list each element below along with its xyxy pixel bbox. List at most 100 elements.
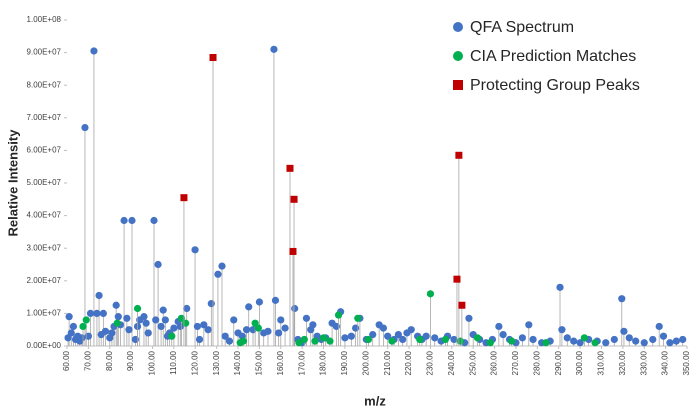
y-tick-label: 5.00E+07 — [27, 178, 62, 187]
point — [291, 304, 299, 313]
point — [591, 339, 599, 347]
point — [79, 322, 87, 331]
point — [133, 304, 142, 313]
point — [309, 321, 317, 329]
point — [300, 335, 308, 344]
point — [456, 337, 464, 345]
point — [518, 334, 526, 342]
x-axis-title: m/z — [364, 393, 386, 408]
x-tick-label: 120.00 — [190, 350, 199, 375]
point — [347, 332, 355, 340]
point — [422, 332, 430, 340]
point — [556, 283, 564, 291]
y-tick-label: 0.00E+00 — [27, 341, 62, 350]
x-tick-label: 70.00 — [83, 350, 92, 371]
y-tick-label: 8.00E+07 — [27, 80, 62, 89]
point — [161, 316, 169, 324]
point — [200, 321, 208, 329]
point — [640, 339, 648, 347]
point — [180, 194, 188, 202]
point — [191, 246, 199, 254]
point — [290, 195, 298, 203]
point — [177, 314, 185, 322]
y-tick-label: 2.00E+07 — [27, 276, 62, 285]
x-tick-label: 90.00 — [126, 350, 135, 371]
x-tick-label: 200.00 — [361, 350, 370, 375]
point — [65, 313, 73, 321]
y-tick-label: 3.00E+07 — [27, 243, 62, 252]
legend-marker — [453, 51, 463, 61]
y-tick-label: 1.00E+07 — [27, 309, 62, 318]
point — [379, 324, 388, 332]
y-tick-label: 7.00E+07 — [27, 113, 62, 122]
legend-marker — [453, 22, 463, 32]
point — [225, 337, 234, 345]
point — [93, 309, 101, 317]
point — [416, 335, 424, 344]
point — [204, 326, 212, 334]
point — [558, 326, 566, 334]
point — [108, 329, 116, 337]
x-tick-label: 180.00 — [319, 350, 328, 375]
x-tick-label: 210.00 — [383, 350, 392, 375]
y-tick-label: 6.00E+07 — [27, 146, 62, 155]
point — [154, 260, 162, 269]
point — [271, 296, 280, 304]
point — [499, 330, 507, 339]
point — [114, 313, 122, 321]
point — [95, 291, 103, 300]
point — [341, 334, 349, 342]
point — [218, 262, 226, 270]
point — [239, 337, 247, 345]
point — [125, 326, 133, 334]
point — [326, 337, 334, 345]
point — [120, 216, 128, 225]
point — [214, 270, 222, 278]
x-tick-label: 140.00 — [233, 350, 242, 375]
point — [458, 301, 466, 309]
point — [311, 337, 319, 345]
x-tick-label: 330.00 — [639, 350, 648, 375]
point — [264, 327, 272, 335]
point — [384, 332, 392, 340]
point — [302, 314, 311, 322]
point — [407, 326, 415, 334]
point — [159, 306, 167, 314]
point — [465, 314, 473, 322]
x-tick-label: 190.00 — [340, 350, 349, 375]
point — [655, 322, 663, 331]
point — [486, 339, 494, 347]
point — [81, 123, 89, 132]
point — [576, 339, 584, 347]
point — [150, 216, 158, 225]
x-tick-label: 300.00 — [575, 350, 584, 375]
x-tick-label: 80.00 — [105, 350, 114, 371]
x-tick-label: 130.00 — [212, 350, 221, 375]
point — [649, 335, 657, 344]
point — [195, 335, 204, 344]
point — [525, 321, 533, 329]
point — [570, 337, 578, 345]
x-tick-label: 350.00 — [682, 350, 691, 375]
point — [67, 329, 75, 337]
legend-label: QFA Spectrum — [470, 19, 574, 36]
point — [157, 322, 165, 331]
point — [78, 334, 86, 342]
point — [168, 332, 176, 340]
point — [508, 337, 516, 345]
point — [144, 329, 152, 337]
point — [142, 319, 150, 327]
legend-label: Protecting Group Peaks — [470, 77, 640, 94]
x-tick-label: 230.00 — [426, 350, 435, 375]
y-axis-title: Relative Intensity — [5, 129, 20, 237]
point — [221, 332, 229, 340]
point — [431, 334, 439, 342]
x-tick-label: 110.00 — [169, 350, 178, 374]
point — [620, 327, 628, 335]
point — [270, 45, 278, 53]
point — [426, 290, 435, 298]
x-tick-label: 310.00 — [597, 350, 606, 375]
x-tick-label: 290.00 — [554, 350, 563, 375]
point — [90, 47, 98, 55]
point — [455, 151, 463, 159]
